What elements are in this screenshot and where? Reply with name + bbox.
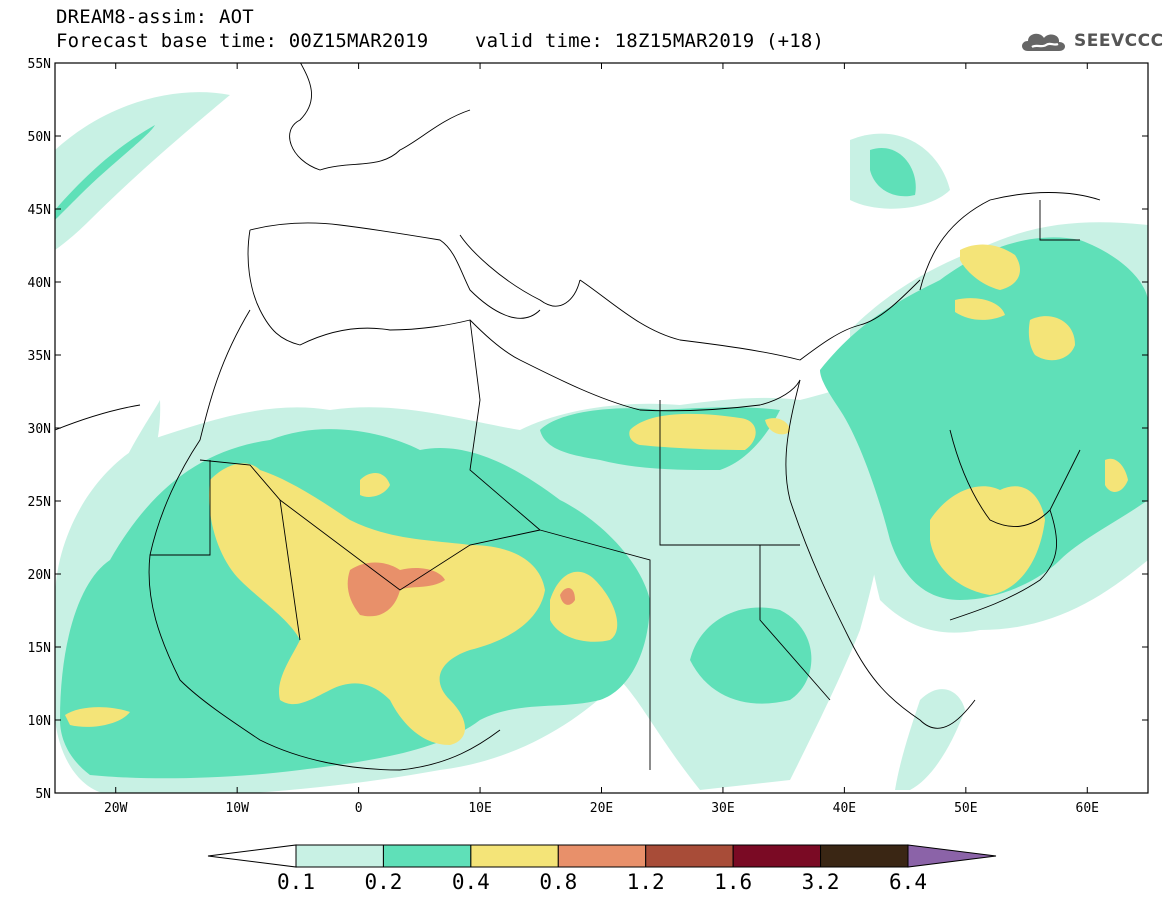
lon-label: 40E bbox=[833, 801, 856, 816]
colorbar-label: 0.2 bbox=[364, 870, 402, 894]
colorbar-label: 1.2 bbox=[627, 870, 665, 894]
colorbar-label: 0.4 bbox=[452, 870, 490, 894]
forecast-times: Forecast base time: 00Z15MAR2019 valid t… bbox=[56, 30, 825, 52]
colorbar-label: 0.1 bbox=[277, 870, 315, 894]
colorbar-label: 6.4 bbox=[889, 870, 927, 894]
lat-label: 45N bbox=[28, 203, 51, 218]
logo-text: SEEVCCC bbox=[1074, 31, 1164, 51]
lat-label: 25N bbox=[28, 495, 51, 510]
aot-colorbar bbox=[207, 844, 997, 868]
colorbar-low-arrow bbox=[207, 844, 297, 868]
aot-level-0.8 bbox=[347, 562, 575, 617]
colorbar-high-arrow bbox=[907, 844, 997, 868]
colorbar-segment bbox=[820, 844, 909, 868]
lat-label: 50N bbox=[28, 130, 51, 145]
cloud-icon bbox=[1022, 33, 1065, 51]
lon-label: 20E bbox=[590, 801, 613, 816]
lon-label: 20W bbox=[104, 801, 128, 816]
longitude-axis-labels: 20W 10W 0 10E 20E 30E 40E 50E 60E bbox=[104, 801, 1099, 816]
lon-label: 10E bbox=[468, 801, 491, 816]
colorbar-label: 3.2 bbox=[802, 870, 840, 894]
colorbar-segment bbox=[557, 844, 647, 868]
lon-label: 0 bbox=[355, 801, 363, 816]
colorbar-segment bbox=[470, 844, 559, 868]
lat-label: 55N bbox=[28, 57, 51, 72]
colorbar-segment bbox=[645, 844, 734, 868]
seevccc-logo: SEEVCCC bbox=[1018, 26, 1164, 56]
map-title: DREAM8-assim: AOT bbox=[56, 6, 254, 28]
colorbar-label: 1.6 bbox=[714, 870, 752, 894]
latitude-axis-labels: 55N 50N 45N 40N 35N 30N 25N 20N 15N 10N 5N bbox=[28, 57, 51, 802]
lat-label: 30N bbox=[28, 422, 51, 437]
coastlines-and-borders bbox=[55, 63, 1101, 771]
lat-label: 10N bbox=[28, 714, 51, 729]
lat-label: 40N bbox=[28, 276, 51, 291]
axis-ticks bbox=[55, 62, 1148, 794]
lon-label: 50E bbox=[954, 801, 977, 816]
lon-label: 30E bbox=[711, 801, 734, 816]
colorbar-segment bbox=[732, 844, 822, 868]
aot-field bbox=[55, 92, 1148, 793]
lat-label: 5N bbox=[35, 787, 51, 802]
colorbar-segment bbox=[295, 844, 384, 868]
lon-label: 10W bbox=[225, 801, 249, 816]
lat-label: 35N bbox=[28, 349, 51, 364]
lon-label: 60E bbox=[1076, 801, 1099, 816]
colorbar-label: 0.8 bbox=[539, 870, 577, 894]
colorbar-segment bbox=[382, 844, 472, 868]
colorbar-labels: 0.1 0.2 0.4 0.8 1.2 1.6 3.2 6.4 bbox=[277, 870, 927, 894]
lat-label: 20N bbox=[28, 568, 51, 583]
lat-label: 15N bbox=[28, 641, 51, 656]
